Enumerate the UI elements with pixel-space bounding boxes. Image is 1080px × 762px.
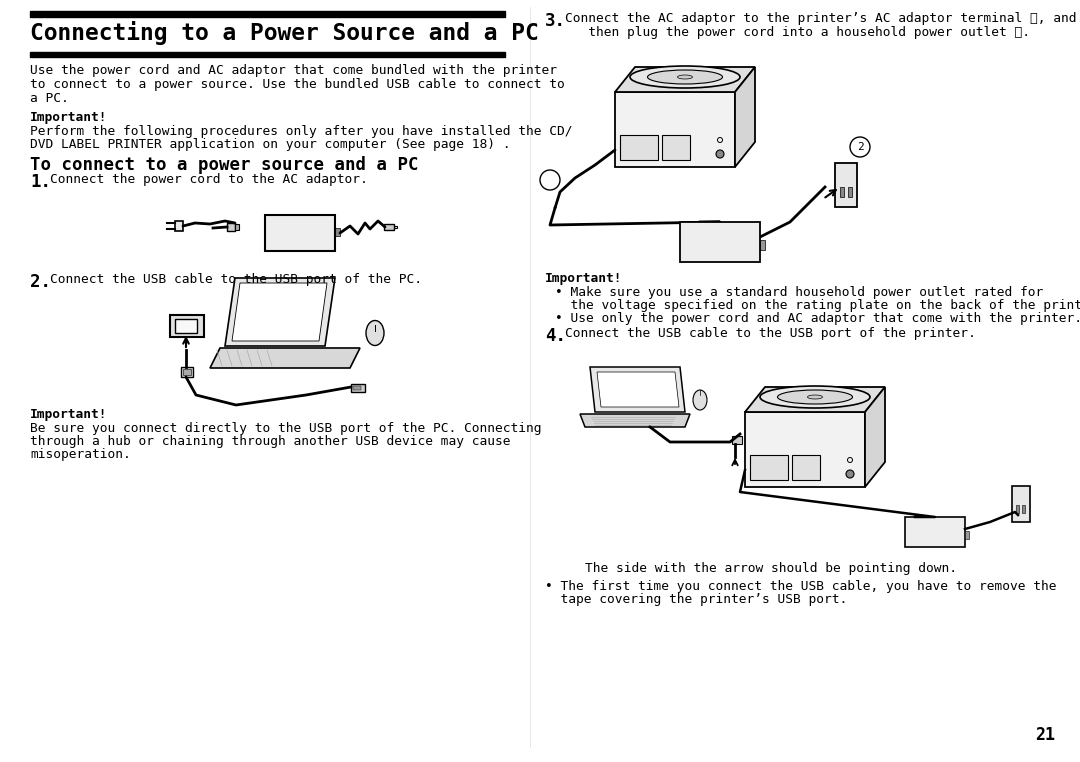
Polygon shape <box>210 348 360 368</box>
Text: to connect to a power source. Use the bundled USB cable to connect to: to connect to a power source. Use the bu… <box>30 78 565 91</box>
Polygon shape <box>590 367 685 412</box>
Text: misoperation.: misoperation. <box>30 448 131 461</box>
Bar <box>335 228 340 236</box>
Bar <box>620 135 658 160</box>
Text: 4.: 4. <box>545 327 566 345</box>
Polygon shape <box>745 412 865 487</box>
Text: 3.: 3. <box>545 12 566 30</box>
Bar <box>1016 505 1020 513</box>
Ellipse shape <box>677 75 692 79</box>
Text: DVD LABEL PRINTER application on your computer (See page 18) .: DVD LABEL PRINTER application on your co… <box>30 138 511 151</box>
Bar <box>792 455 820 480</box>
Bar <box>227 223 235 231</box>
Polygon shape <box>865 387 885 487</box>
Bar <box>175 319 197 333</box>
Text: Be sure you connect directly to the USB port of the PC. Connecting: Be sure you connect directly to the USB … <box>30 422 541 435</box>
Bar <box>732 436 742 444</box>
Text: 2.: 2. <box>30 273 51 291</box>
Text: Use the power cord and AC adaptor that come bundled with the printer: Use the power cord and AC adaptor that c… <box>30 64 557 77</box>
Text: Connect the USB cable to the USB port of the PC.: Connect the USB cable to the USB port of… <box>50 273 422 286</box>
Bar <box>353 386 361 390</box>
Bar <box>662 135 690 160</box>
Bar <box>1022 505 1025 513</box>
Bar <box>760 240 765 250</box>
Ellipse shape <box>778 390 852 404</box>
Bar <box>1012 486 1030 522</box>
Ellipse shape <box>716 150 724 158</box>
Ellipse shape <box>760 386 870 408</box>
Text: Important!: Important! <box>30 111 108 124</box>
Bar <box>181 367 193 377</box>
Ellipse shape <box>808 395 823 399</box>
Text: 1.: 1. <box>30 173 51 191</box>
Bar <box>905 517 966 547</box>
Ellipse shape <box>693 390 707 410</box>
Text: Important!: Important! <box>30 408 108 421</box>
Text: through a hub or chaining through another USB device may cause: through a hub or chaining through anothe… <box>30 435 511 448</box>
Ellipse shape <box>648 70 723 84</box>
Text: a PC.: a PC. <box>30 92 69 105</box>
Text: the voltage specified on the rating plate on the back of the printer.: the voltage specified on the rating plat… <box>555 299 1080 312</box>
Bar <box>272 237 292 247</box>
Bar <box>265 215 335 251</box>
Text: • Make sure you use a standard household power outlet rated for: • Make sure you use a standard household… <box>555 286 1043 299</box>
Polygon shape <box>580 414 690 427</box>
Text: tape covering the printer’s USB port.: tape covering the printer’s USB port. <box>545 593 847 606</box>
Bar <box>30 52 505 57</box>
Text: To connect to a power source and a PC: To connect to a power source and a PC <box>30 156 419 174</box>
Text: Connecting to a Power Source and a PC: Connecting to a Power Source and a PC <box>30 21 539 45</box>
Bar <box>840 187 843 197</box>
Ellipse shape <box>630 66 740 88</box>
Text: then plug the power cord into a household power outlet ②.: then plug the power cord into a househol… <box>565 26 1030 39</box>
Text: Perform the following procedures only after you have installed the CD/: Perform the following procedures only af… <box>30 125 572 138</box>
Bar <box>351 384 365 392</box>
Ellipse shape <box>846 470 854 478</box>
Bar <box>384 224 394 230</box>
Polygon shape <box>225 278 335 346</box>
Text: • The first time you connect the USB cable, you have to remove the: • The first time you connect the USB cab… <box>545 580 1056 593</box>
Polygon shape <box>232 283 327 341</box>
Ellipse shape <box>540 170 561 190</box>
Text: 1: 1 <box>546 175 553 185</box>
Text: Connect the AC adaptor to the printer’s AC adaptor terminal ①, and: Connect the AC adaptor to the printer’s … <box>565 12 1077 25</box>
Bar <box>235 224 239 230</box>
Bar <box>394 226 397 228</box>
Bar <box>750 455 788 480</box>
Text: The side with the arrow should be pointing down.: The side with the arrow should be pointi… <box>585 562 957 575</box>
Text: Connect the USB cable to the USB port of the printer.: Connect the USB cable to the USB port of… <box>565 327 975 340</box>
Bar <box>848 187 852 197</box>
Ellipse shape <box>850 137 870 157</box>
Ellipse shape <box>366 321 384 345</box>
Polygon shape <box>745 387 885 412</box>
Polygon shape <box>735 67 755 167</box>
Polygon shape <box>615 67 755 92</box>
Text: 2: 2 <box>856 142 863 152</box>
Text: Important!: Important! <box>545 272 622 285</box>
Text: Connect the power cord to the AC adaptor.: Connect the power cord to the AC adaptor… <box>50 173 368 186</box>
Polygon shape <box>615 92 735 167</box>
Text: 21: 21 <box>1035 726 1055 744</box>
Bar <box>966 531 969 539</box>
Text: • Use only the power cord and AC adaptor that come with the printer.: • Use only the power cord and AC adaptor… <box>555 312 1080 325</box>
Polygon shape <box>175 221 183 231</box>
Bar <box>170 315 204 337</box>
Bar <box>835 163 858 207</box>
Bar <box>30 11 505 17</box>
Bar <box>680 222 760 262</box>
Polygon shape <box>597 372 679 407</box>
Bar <box>183 369 191 375</box>
